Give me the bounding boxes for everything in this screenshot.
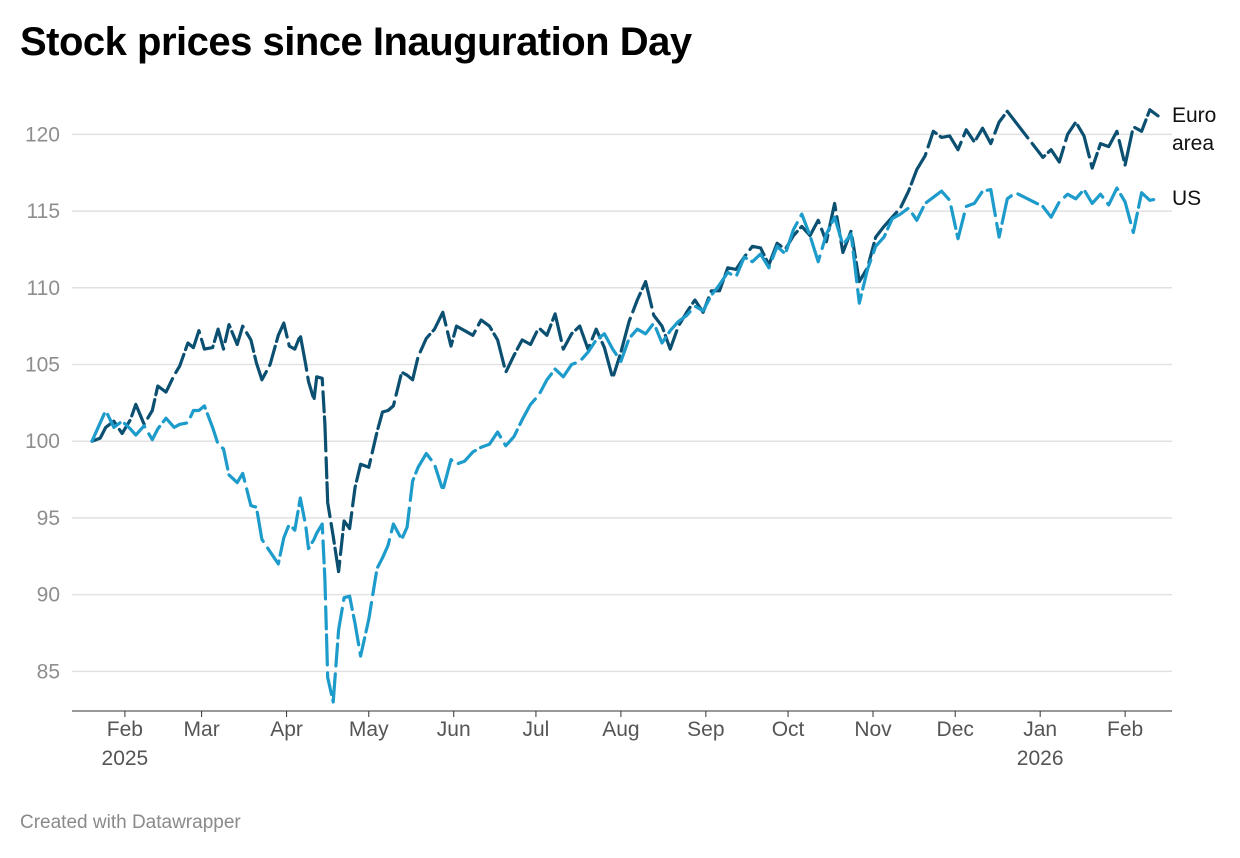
series-lines — [90, 108, 1160, 704]
y-tick-label: 95 — [37, 507, 60, 530]
x-axis: Feb 2025 Mar Apr May Jun Jul Aug Sep Oct Nov Dec Jan… — [72, 710, 1172, 770]
x-tick-label: Jul — [523, 718, 550, 741]
series-label: US — [1172, 187, 1201, 210]
x-tick-label: May — [349, 718, 389, 741]
y-tick-label: 110 — [27, 277, 60, 300]
series-line-us — [90, 186, 1160, 704]
series-labels: Euro area US — [1172, 104, 1216, 210]
chart-title: Stock prices since Inauguration Day — [20, 20, 692, 64]
x-tick-label: Aug — [602, 718, 639, 741]
y-axis: 85 90 95 100 105 110 115 120 — [25, 123, 60, 683]
y-tick-label: 90 — [37, 584, 60, 607]
y-tick-label: 120 — [25, 123, 60, 146]
y-gridlines — [72, 133, 1172, 673]
x-tick-label: Oct — [772, 718, 805, 741]
series-line-euro-area — [90, 108, 1160, 574]
y-tick-label: 100 — [25, 430, 60, 453]
y-tick-label: 105 — [25, 353, 60, 376]
y-tick-label: 85 — [37, 660, 60, 683]
x-tick-label: Sep — [687, 718, 724, 741]
x-tick-label: Jan — [1023, 718, 1057, 741]
x-tick-label: Feb — [107, 718, 143, 741]
x-tick-year-label: 2025 — [102, 747, 149, 770]
series-label: area — [1172, 132, 1214, 155]
footer-credit: Created with Datawrapper — [20, 812, 241, 833]
y-tick-label: 115 — [27, 200, 60, 223]
x-tick-label: Apr — [270, 718, 303, 741]
series-label: Euro — [1172, 104, 1216, 127]
x-tick-year-label: 2026 — [1017, 747, 1064, 770]
x-tick-label: Jun — [437, 718, 471, 741]
x-tick-label: Mar — [184, 718, 220, 741]
x-tick-label: Nov — [854, 718, 892, 741]
line-chart: 85 90 95 100 105 110 115 120 Feb 2025 Mar Apr May Ju… — [25, 104, 1216, 770]
x-tick-label: Dec — [937, 718, 974, 741]
x-tick-label: Feb — [1107, 718, 1143, 741]
